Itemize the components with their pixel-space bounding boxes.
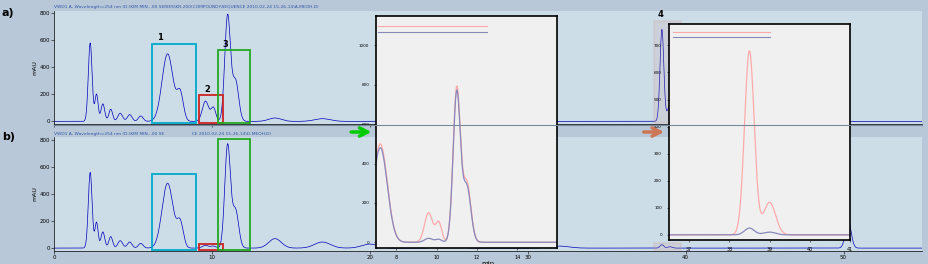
- Bar: [199, 95, 223, 123]
- Bar: [218, 50, 250, 123]
- Text: VWD1 A, Wavelength=254 nm (D:\KIM MIN...00 SE                    CE 2010-02-24 1: VWD1 A, Wavelength=254 nm (D:\KIM MIN...…: [54, 132, 271, 136]
- Text: a): a): [2, 8, 15, 18]
- Text: 3: 3: [223, 40, 228, 49]
- Bar: [653, 243, 680, 250]
- Text: b): b): [2, 132, 15, 142]
- Text: 2: 2: [204, 85, 210, 94]
- Text: 1: 1: [156, 33, 162, 42]
- Text: 4: 4: [656, 10, 663, 19]
- X-axis label: min: min: [481, 261, 495, 264]
- Bar: [218, 139, 250, 250]
- Bar: [151, 175, 196, 250]
- Y-axis label: mAU: mAU: [32, 187, 38, 201]
- Y-axis label: mAU: mAU: [32, 60, 38, 75]
- Bar: [199, 244, 223, 250]
- Bar: [653, 21, 680, 123]
- Text: VWD1 A, Wavelength=254 nm (D:\KIM MIN...00 SERIES\KR-200(COMPOUND)\SEQUENCE 2010: VWD1 A, Wavelength=254 nm (D:\KIM MIN...…: [54, 6, 318, 10]
- Bar: [151, 44, 196, 123]
